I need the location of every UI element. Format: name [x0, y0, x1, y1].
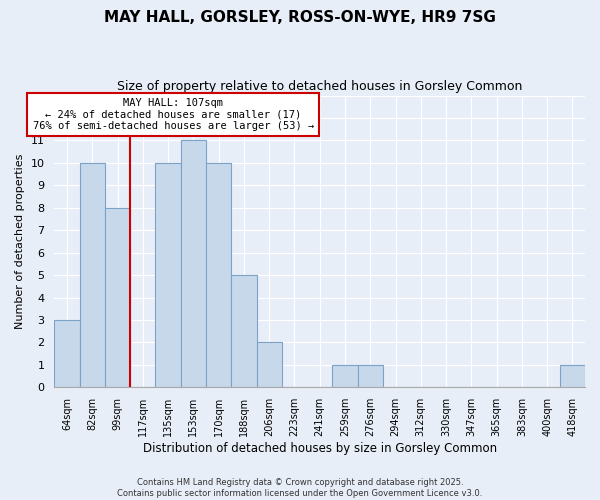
Text: Contains HM Land Registry data © Crown copyright and database right 2025.
Contai: Contains HM Land Registry data © Crown c…: [118, 478, 482, 498]
Bar: [332, 365, 358, 388]
Bar: [231, 275, 257, 388]
Bar: [560, 365, 585, 388]
Text: MAY HALL: 107sqm
← 24% of detached houses are smaller (17)
76% of semi-detached : MAY HALL: 107sqm ← 24% of detached house…: [32, 98, 314, 131]
X-axis label: Distribution of detached houses by size in Gorsley Common: Distribution of detached houses by size …: [143, 442, 497, 455]
Y-axis label: Number of detached properties: Number of detached properties: [15, 154, 25, 329]
Bar: [206, 163, 231, 388]
Bar: [358, 365, 383, 388]
Title: Size of property relative to detached houses in Gorsley Common: Size of property relative to detached ho…: [117, 80, 523, 93]
Bar: [105, 208, 130, 388]
Bar: [55, 320, 80, 388]
Bar: [155, 163, 181, 388]
Bar: [257, 342, 282, 388]
Text: MAY HALL, GORSLEY, ROSS-ON-WYE, HR9 7SG: MAY HALL, GORSLEY, ROSS-ON-WYE, HR9 7SG: [104, 10, 496, 25]
Bar: [181, 140, 206, 388]
Bar: [80, 163, 105, 388]
